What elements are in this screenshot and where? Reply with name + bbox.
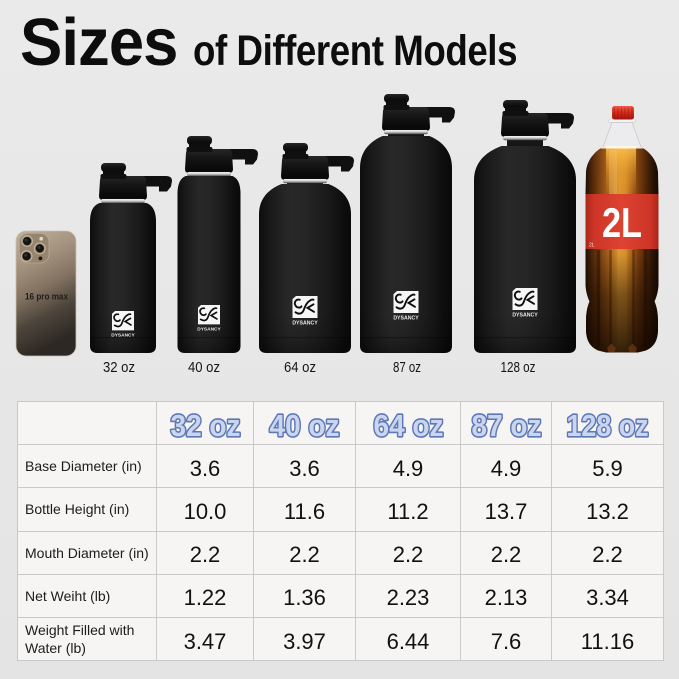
svg-text:2L: 2L [589, 243, 595, 249]
svg-text:87 oz: 87 oz [471, 408, 541, 440]
svg-text:40 oz: 40 oz [188, 360, 220, 376]
svg-text:64 oz: 64 oz [284, 360, 316, 376]
svg-text:DYSANCY: DYSANCY [292, 320, 318, 326]
svg-text:128 oz: 128 oz [501, 360, 536, 376]
svg-text:DYSANCY: DYSANCY [512, 312, 538, 318]
svg-text:32 oz: 32 oz [103, 360, 135, 376]
svg-text:DYSANCY: DYSANCY [111, 332, 135, 338]
svg-text:2L: 2L [602, 199, 642, 246]
svg-text:32 oz: 32 oz [170, 408, 240, 440]
svg-text:DYSANCY: DYSANCY [197, 326, 221, 332]
svg-text:64 oz: 64 oz [373, 408, 443, 440]
svg-text:DYSANCY: DYSANCY [393, 315, 419, 321]
svg-text:87 oz: 87 oz [393, 360, 421, 376]
svg-text:16 pro max: 16 pro max [25, 292, 69, 303]
svg-text:40 oz: 40 oz [270, 408, 340, 440]
svg-text:128 oz: 128 oz [567, 408, 649, 440]
